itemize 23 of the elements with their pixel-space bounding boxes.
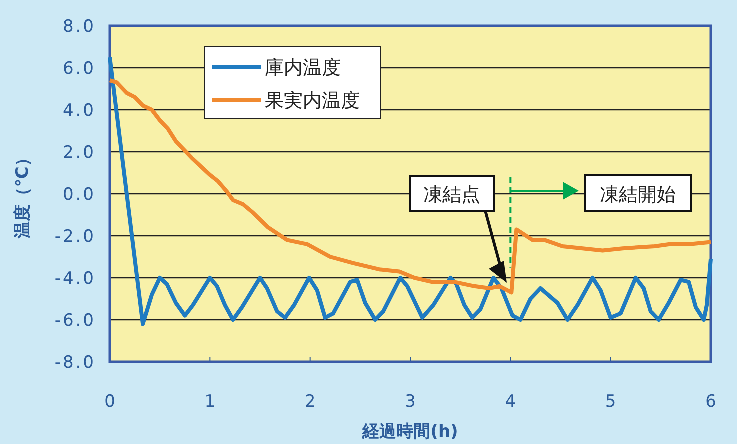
x-axis-title: 経過時間(h) [362, 422, 458, 442]
legend-label: 庫内温度 [265, 57, 341, 79]
y-tick-label: 4.0 [62, 101, 96, 121]
y-axis-title: 温度（℃） [13, 150, 33, 240]
x-tick-label: 6 [706, 392, 716, 412]
y-tick-label: -2.0 [54, 227, 96, 247]
x-tick-label: 3 [405, 392, 416, 412]
y-tick-label: 8.0 [62, 17, 96, 37]
legend-label: 果実内温度 [265, 90, 360, 112]
y-tick-label: 2.0 [62, 143, 96, 163]
y-tick-label: -8.0 [54, 353, 96, 373]
y-tick-label: -6.0 [54, 311, 96, 331]
y-tick-label: 0.0 [62, 185, 96, 205]
x-tick-label: 5 [605, 392, 616, 412]
y-tick-label: 6.0 [62, 59, 96, 79]
annotation: 凍結点 [409, 175, 507, 283]
x-tick-label: 0 [104, 392, 116, 412]
x-tick-label: 1 [204, 392, 216, 412]
x-tick-label: 4 [505, 392, 516, 412]
annotation: 凍結点 [424, 184, 480, 206]
y-tick-label: -4.0 [54, 269, 96, 289]
annotation: 凍結開始 [600, 184, 676, 206]
x-tick-label: 2 [304, 392, 316, 412]
